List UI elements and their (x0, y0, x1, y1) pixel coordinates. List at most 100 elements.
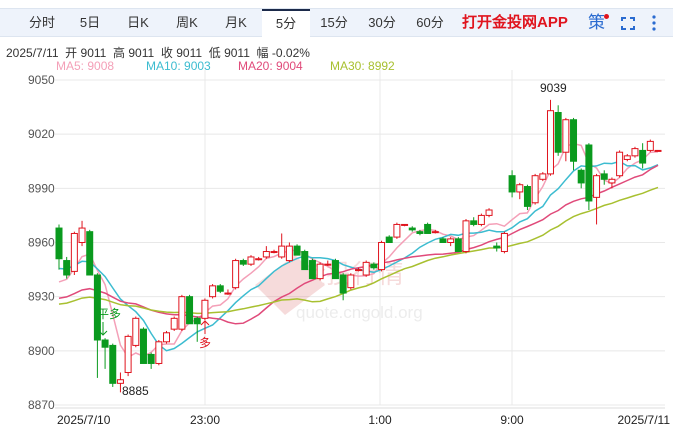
candle (132, 316, 140, 348)
candle (562, 117, 570, 162)
candle-body (500, 232, 508, 253)
candle-body (216, 285, 224, 292)
candle (86, 229, 94, 276)
y-tick-label: 8990 (28, 181, 55, 195)
y-tick-label: 9050 (28, 73, 55, 87)
candle-body (178, 296, 186, 330)
candle-body (477, 214, 485, 225)
candle-body (78, 227, 86, 244)
candle (631, 146, 639, 158)
candle-body (470, 220, 478, 225)
candle (139, 327, 147, 364)
candle-body (316, 263, 324, 280)
candle (616, 150, 624, 178)
strategy-button[interactable]: 策 (588, 9, 609, 37)
candle (447, 237, 455, 247)
candle (301, 249, 309, 271)
candle (293, 244, 301, 256)
open-value: 9011 (80, 46, 107, 60)
candle-body (163, 332, 171, 343)
candle-body (439, 238, 447, 243)
tab-30min[interactable]: 30分 (368, 15, 396, 30)
candle-body (293, 245, 301, 256)
candle (585, 143, 593, 210)
candle (577, 168, 585, 189)
x-tick-label: 9:00 (500, 413, 524, 427)
candle-body (600, 173, 608, 180)
candle (355, 267, 362, 272)
candle-body (493, 245, 501, 249)
more-options-icon[interactable] (652, 15, 656, 31)
candle-body (324, 263, 332, 266)
candle (477, 213, 485, 227)
candle-body (124, 335, 132, 373)
x-tick-label: 2025/7/10 (57, 413, 111, 427)
candle (531, 173, 539, 205)
candle (454, 237, 462, 253)
candle-body (378, 242, 386, 271)
ma20-line (58, 164, 659, 325)
candle (378, 240, 386, 272)
candle (216, 284, 224, 294)
tab-15min[interactable]: 15分 (320, 15, 348, 30)
candle (262, 246, 270, 259)
tab-monthly-k[interactable]: 月K (225, 15, 247, 30)
candle-body (639, 149, 647, 164)
candle (155, 340, 163, 366)
candle (339, 273, 347, 301)
y-tick-label: 8960 (28, 236, 55, 250)
candle (308, 258, 316, 280)
candle (55, 224, 63, 270)
tab-5min[interactable]: 5分 (262, 9, 310, 38)
tab-weekly-k[interactable]: 周K (176, 15, 198, 30)
candle (247, 255, 255, 266)
change-value: -0.02% (271, 46, 310, 60)
candle (170, 316, 178, 331)
candle (324, 260, 332, 266)
candle-body (531, 175, 539, 204)
period-tab-bar: 分时 5日 日K 周K 月K 5分 15分 30分 60分 打开金投网APP 策 (0, 8, 673, 38)
candle-body (109, 344, 117, 384)
signal-long-label: 多 (199, 336, 211, 350)
tab-5day[interactable]: 5日 (79, 15, 101, 30)
low-value: 9011 (224, 46, 250, 60)
tab-intraday[interactable]: 分时 (28, 15, 55, 30)
y-tick-label: 8930 (28, 290, 55, 304)
close-label: 收 (160, 46, 173, 60)
x-tick-label: 2025/7/11 (618, 413, 671, 427)
candle-body (454, 238, 462, 253)
candle (416, 229, 424, 236)
candle (500, 231, 508, 254)
candle-body (523, 186, 531, 207)
candle-body (86, 231, 94, 276)
candle-body (623, 155, 631, 160)
candle (362, 260, 370, 277)
candle-body (654, 149, 662, 152)
candle-body (193, 317, 201, 325)
candle (70, 231, 78, 275)
candle (224, 289, 232, 295)
candle-body (431, 231, 439, 234)
candle (331, 258, 339, 280)
candle-body (462, 220, 470, 253)
candle-body (255, 258, 263, 261)
high-value: 9011 (128, 46, 155, 60)
candle (186, 294, 194, 325)
tab-60min[interactable]: 60分 (416, 15, 444, 30)
ohlc-info-row: 2025/7/11 开 9011 高 9011 收 9011 低 9011 幅 … (6, 44, 310, 61)
arrow-down-icon (98, 322, 108, 336)
candle (593, 173, 601, 225)
change-label: 幅 (256, 46, 269, 60)
tab-daily-k[interactable]: 日K (127, 15, 149, 30)
candle-body (370, 263, 378, 269)
fullscreen-icon[interactable] (621, 17, 635, 30)
candle-body (485, 209, 493, 216)
ma5-line (58, 142, 659, 359)
y-tick-label: 9020 (28, 127, 55, 141)
candle-body (70, 232, 78, 272)
candle (63, 256, 71, 279)
candle-body (608, 178, 616, 184)
candle-body (93, 274, 101, 341)
open-app-link[interactable]: 打开金投网APP (462, 14, 568, 31)
